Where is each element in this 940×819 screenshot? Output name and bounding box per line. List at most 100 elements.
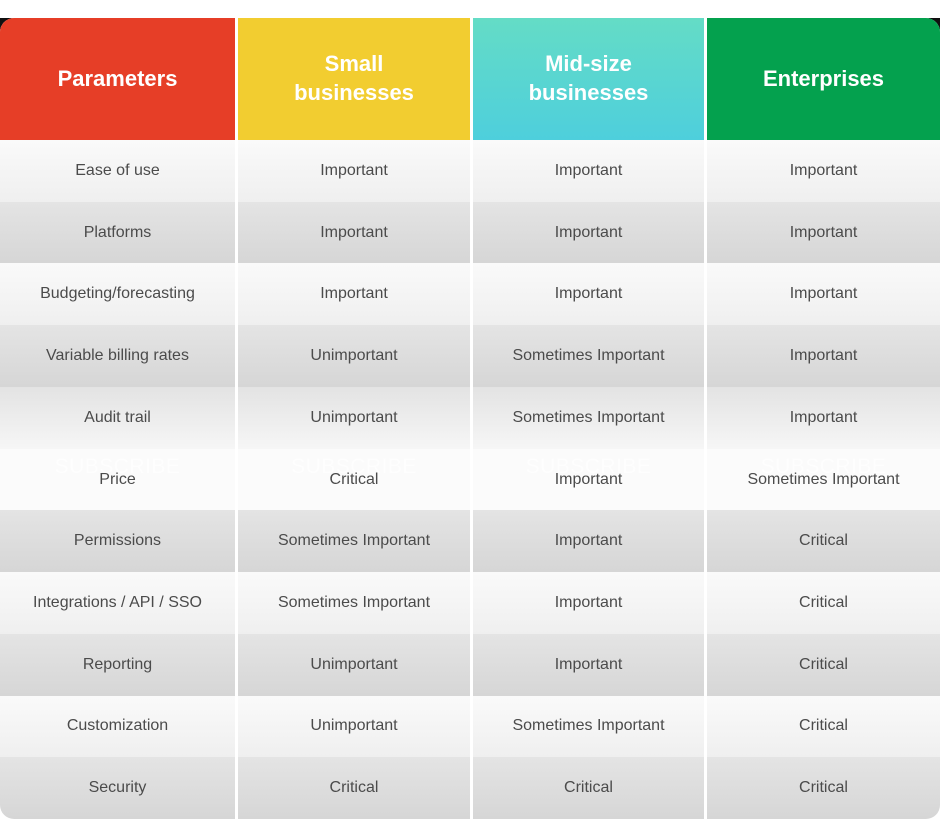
value-cell: Sometimes Important — [238, 572, 470, 634]
column-header-enterprises: Enterprises — [707, 18, 940, 140]
cell-text: Important — [554, 655, 623, 673]
value-cell: Unimportant — [238, 325, 470, 387]
table-row-platforms: Platforms Important Important Important — [0, 201, 940, 264]
value-cell: Important — [238, 201, 470, 264]
value-cell: Important — [473, 140, 704, 202]
cell-text: Critical — [564, 779, 613, 797]
cell-text: Important — [789, 285, 858, 303]
column-header-label: Parameters — [57, 65, 178, 91]
column-header-label: Small businesses — [294, 51, 414, 105]
cell-text: Important — [320, 161, 388, 179]
cell-text: Sometimes Important — [512, 717, 665, 735]
cell-text: Sometimes Important — [277, 594, 431, 611]
table-row-audit-trail: Audit trail Unimportant Sometimes Import… — [0, 386, 940, 449]
value-cell: Important — [707, 201, 940, 264]
parameter-cell: Integrations / API / SSO — [0, 572, 235, 634]
value-cell: Critical — [707, 572, 940, 634]
cell-text: Audit trail — [84, 408, 151, 426]
table-row-integrations-api-sso: Integrations / API / SSO Sometimes Impor… — [0, 572, 940, 634]
cell-text: Important — [789, 223, 858, 241]
table-header-row: Parameters Small businesses Mid-size bus… — [0, 18, 940, 140]
cell-text: Unimportant — [310, 408, 398, 426]
cell-text: Integrations / API / SSO — [33, 594, 202, 611]
table-row-variable-billing-rates: Variable billing rates Unimportant Somet… — [0, 325, 940, 387]
cell-text: Critical — [799, 717, 848, 735]
value-cell: Critical — [238, 757, 470, 819]
value-cell: SUBSCRIBE Critical — [238, 448, 470, 511]
cell-text: Sometimes Important — [277, 532, 431, 550]
cell-text: Critical — [799, 532, 848, 550]
value-cell: SUBSCRIBE Important — [473, 448, 704, 511]
cell-text: Important — [320, 285, 388, 303]
column-header-small-businesses: Small businesses — [238, 18, 470, 140]
cell-text: Customization — [66, 717, 169, 735]
table-row-security: Security Critical Critical Critical — [0, 757, 940, 819]
cell-text: Critical — [799, 655, 848, 673]
value-cell: Sometimes Important — [238, 510, 470, 573]
value-cell: Important — [707, 263, 940, 326]
cell-text: Ease of use — [75, 161, 160, 179]
value-cell: Sometimes Important — [473, 386, 704, 449]
value-cell: Important — [473, 510, 704, 573]
value-cell: Important — [473, 633, 704, 696]
value-cell: Important — [707, 325, 940, 387]
cell-text: Sometimes Important — [512, 347, 665, 365]
cell-text: Permissions — [73, 532, 162, 550]
value-cell: Important — [707, 140, 940, 202]
cell-text: Security — [88, 779, 147, 797]
table-body: Ease of use Important Important Importan… — [0, 140, 940, 819]
value-cell: Sometimes Important — [473, 325, 704, 387]
value-cell: Sometimes Important — [473, 695, 704, 758]
value-cell: Critical — [473, 757, 704, 819]
value-cell: SUBSCRIBE Sometimes Important — [707, 448, 940, 511]
cell-text: Important — [554, 594, 623, 611]
value-cell: Important — [238, 140, 470, 202]
value-cell: Important — [473, 263, 704, 326]
value-cell: Important — [238, 263, 470, 326]
column-header-mid-size-businesses: Mid-size businesses — [473, 18, 704, 140]
parameter-cell: Customization — [0, 695, 235, 758]
cell-text: Price — [99, 470, 136, 488]
table-row-permissions: Permissions Sometimes Important Importan… — [0, 510, 940, 573]
column-header-label: Enterprises — [762, 65, 885, 91]
cell-text: Unimportant — [310, 655, 398, 673]
cell-text: Variable billing rates — [46, 347, 189, 365]
cell-text: Important — [554, 285, 623, 303]
column-header-label: Mid-size businesses — [528, 51, 649, 105]
cell-text: Important — [554, 532, 623, 550]
parameter-cell: Security — [0, 757, 235, 819]
cell-text: Critical — [329, 779, 379, 797]
cell-text: Sometimes Important — [512, 408, 665, 426]
parameter-cell: Audit trail — [0, 386, 235, 449]
parameter-cell: Budgeting/forecasting — [0, 263, 235, 326]
cell-text: Platforms — [83, 223, 152, 241]
parameter-cell: Platforms — [0, 201, 235, 264]
value-cell: Unimportant — [238, 633, 470, 696]
column-header-parameters: Parameters — [0, 18, 235, 140]
cell-text: Important — [789, 408, 858, 426]
value-cell: Critical — [707, 757, 940, 819]
cell-text: Important — [320, 223, 388, 241]
cell-text: Important — [554, 161, 623, 179]
cell-text: Important — [554, 470, 623, 488]
parameter-cell: Reporting — [0, 633, 235, 696]
cell-text: Important — [789, 347, 858, 365]
cell-text: Reporting — [82, 655, 153, 673]
parameter-cell: SUBSCRIBE Price — [0, 448, 235, 511]
value-cell: Critical — [707, 633, 940, 696]
parameter-cell: Variable billing rates — [0, 325, 235, 387]
table-row-reporting: Reporting Unimportant Important Critical — [0, 633, 940, 696]
cell-text: Critical — [799, 779, 848, 797]
cell-text: Sometimes Important — [747, 470, 900, 488]
comparison-table: Parameters Small businesses Mid-size bus… — [0, 18, 940, 819]
value-cell: Critical — [707, 510, 940, 573]
value-cell: Important — [473, 201, 704, 264]
value-cell: Unimportant — [238, 695, 470, 758]
cell-text: Unimportant — [310, 717, 398, 735]
cell-text: Unimportant — [310, 347, 398, 365]
table-row-ease-of-use: Ease of use Important Important Importan… — [0, 140, 940, 202]
cell-text: Budgeting/forecasting — [40, 285, 195, 303]
value-cell: Important — [473, 572, 704, 634]
value-cell: Unimportant — [238, 386, 470, 449]
